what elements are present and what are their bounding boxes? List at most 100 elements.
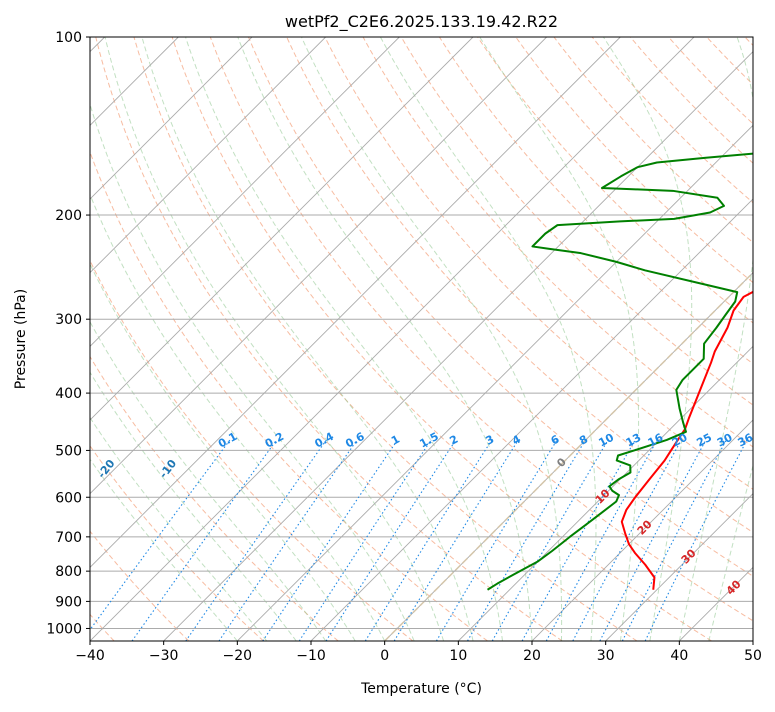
isotherm-line [458,345,753,641]
x-tick-label: 30 [597,648,615,664]
moist-adiabat-line [602,37,693,641]
isotherm-line [90,37,400,347]
x-tick-label: 0 [380,648,389,664]
mixing-ratio-label: 10 [596,431,616,450]
moist-adiabat-line [90,102,415,641]
x-tick-label: −20 [223,648,253,664]
dry-adiabat-line [90,259,414,641]
dry-adiabat-line [90,355,339,641]
mixing-ratio-line [467,439,586,641]
moist-adiabat-line [90,371,297,641]
mixing-ratio-line [298,439,432,641]
mixing-ratio-line [644,439,748,641]
temperature-profile-line [620,290,753,590]
isotherm-line [310,198,753,641]
chart-title: wetPf2_C2E6.2025.133.19.42.R22 [285,12,558,32]
isotherm-line [90,37,695,641]
isotherm-line [90,37,326,274]
x-axis-label: Temperature (°C) [360,681,482,697]
mixing-ratio-line [218,439,358,641]
y-tick-label: 100 [55,30,82,46]
moist-adiabat-line [90,262,356,641]
dry-adiabat-line [438,37,753,365]
dry-adiabat-line [324,37,753,490]
moist-adiabat-line [708,463,753,641]
mixing-ratio-line [364,439,493,641]
mixing-ratio-label: 13 [624,431,644,450]
x-tick-label: 10 [449,648,467,664]
y-tick-label: 800 [55,564,82,580]
dewpoint-profile-line [486,152,753,591]
mixing-ratio-label: 20 [670,431,690,450]
y-tick-label: 200 [55,208,82,224]
moist-adiabat-line [379,37,597,641]
mixing-ratio-line [90,439,231,631]
moist-adiabat-line [90,416,268,641]
mixing-ratio-line [545,439,658,641]
x-tick-label: 40 [670,648,688,664]
moist-adiabat-line [479,37,640,641]
dry-adiabats [90,37,753,641]
isotherm-line [90,37,621,568]
moist-adiabat-line [104,37,445,641]
y-tick-label: 500 [55,443,82,459]
isotherm-line [90,37,253,200]
plot-area: -100-90-80-70-60-50-40-30-20-100.10.20.4… [90,37,756,641]
isotherms [90,37,753,641]
zero-isotherm-line [384,271,753,641]
mixing-ratio-line [435,439,558,641]
axes-frame [89,36,754,642]
x-tick-label: −10 [296,648,326,664]
moist-adiabat-line [141,37,474,641]
dry-adiabat-line [248,37,753,577]
isotherm-line [605,493,753,641]
mixing-ratio-line [185,439,327,641]
x-axis: −40 −30 −20 −10 0 10 20 30 40 50 [75,641,762,664]
mixing-ratio-line [393,439,519,641]
moist-adiabat-line [300,37,563,641]
dry-adiabat-line [95,37,563,641]
isotherm-line [531,419,753,641]
dry-adiabat-line [171,37,712,641]
dry-adiabat-line [90,444,264,641]
dry-adiabat-line [90,530,190,641]
mixing-ratio-line [262,439,399,641]
mixing-ratio-label: 36 [736,431,756,450]
dry-adiabat-line [209,37,753,622]
x-tick-label: 20 [523,648,541,664]
isotherm-line [237,124,753,641]
x-tick-label: 50 [744,648,762,664]
plot-background [90,37,753,641]
mixing-ratio-label: 16 [646,431,666,450]
isotherm-line [163,51,753,641]
mixing-ratio-label: 30 [715,431,735,450]
moist-adiabat-line [185,37,504,641]
isobars [90,37,753,629]
y-tick-label: 600 [55,490,82,506]
moist-adiabat-line [90,320,327,641]
profiles [486,152,753,591]
y-tick-label: 700 [55,530,82,546]
y-tick-label: 400 [55,386,82,402]
dry-adiabat-line [90,150,488,641]
mixing-ratio-line [325,439,457,641]
moist-adiabat-line [90,193,386,641]
y-axis-label: Pressure (hPa) [13,289,29,389]
mixing-ratio-label: 25 [694,431,714,450]
y-tick-label: 900 [55,594,82,610]
dry-adiabat-line [400,37,753,406]
y-tick-label: 300 [55,312,82,328]
y-axis: 100 200 300 400 500 600 700 800 900 1000 [46,30,90,637]
dry-adiabat-line [515,37,753,284]
isotherm-line [90,37,547,495]
y-tick-label: 1000 [46,621,82,637]
isotherm-line [90,37,474,421]
x-tick-label: −40 [75,648,105,664]
moist-adiabat-line [90,458,238,641]
mixing-ratio-line [491,439,609,641]
dry-adiabat-line [133,37,638,641]
x-tick-label: −30 [149,648,179,664]
moist-adiabat-line [678,37,753,641]
